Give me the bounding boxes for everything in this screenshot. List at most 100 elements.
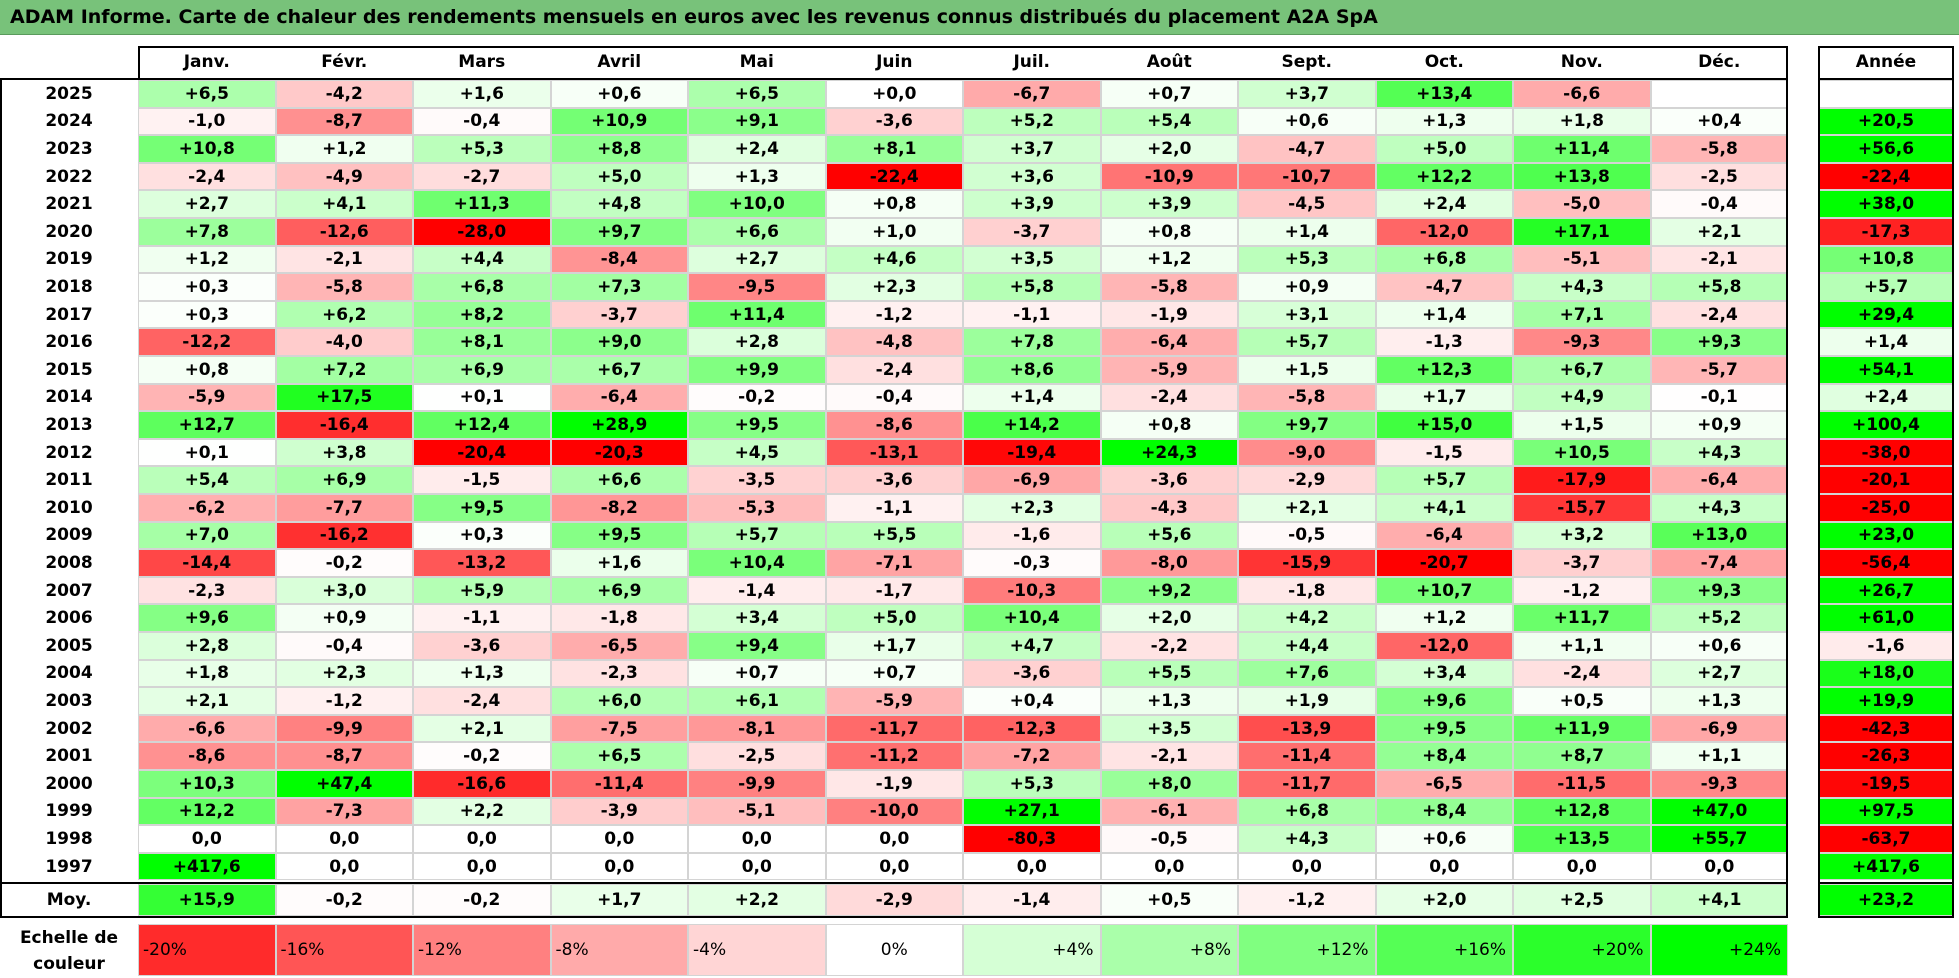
year-label: 2019	[45, 249, 93, 270]
heatmap-cell: +9,3	[1650, 328, 1788, 356]
heatmap-cell: +10,9	[550, 107, 688, 136]
heatmap-cell: +0,1	[138, 438, 276, 467]
heatmap-cell: -0,1	[1650, 383, 1788, 412]
heatmap-cell: +8,4	[1375, 742, 1513, 770]
color-scale-swatch: -8%	[550, 924, 688, 976]
heatmap-cell: +2,0	[1100, 604, 1238, 632]
heatmap-cell: -9,5	[688, 273, 826, 301]
annual-cell: -19,5	[1818, 770, 1954, 798]
annual-cell: +23,0	[1818, 521, 1954, 550]
color-scale-swatch: +12%	[1238, 924, 1376, 976]
average-annual-cell: +23,2	[1818, 884, 1954, 916]
annual-cell: +5,7	[1818, 273, 1954, 301]
heatmap-cell: +0,5	[1513, 687, 1651, 715]
heatmap-cell: +9,6	[1375, 687, 1513, 715]
heatmap-cell: +2,1	[1650, 218, 1788, 246]
heatmap-cell: -1,1	[413, 604, 551, 632]
heatmap-cell: +1,4	[963, 383, 1101, 412]
heatmap-cell: +5,3	[413, 135, 551, 163]
heatmap-cell: -4,5	[1238, 190, 1376, 218]
heatmap-cell: -5,9	[138, 383, 276, 412]
heatmap-cell: +7,2	[275, 356, 413, 384]
heatmap-cell: +4,4	[413, 245, 551, 274]
heatmap-cell: -1,7	[825, 576, 963, 605]
month-header: Août	[1146, 52, 1192, 72]
year-label: 2024	[45, 111, 93, 132]
heatmap-cell: +6,7	[1513, 356, 1651, 384]
heatmap-cell: +5,2	[1650, 604, 1788, 632]
heatmap-cell: +1,3	[688, 162, 826, 191]
heatmap-cell: +9,7	[1238, 411, 1376, 439]
heatmap-cell: +1,2	[138, 245, 276, 274]
annual-cell: -26,3	[1818, 742, 1954, 770]
heatmap-cell: -8,7	[275, 107, 413, 136]
heatmap-cell: +1,2	[275, 135, 413, 163]
heatmap-cell: -6,6	[138, 714, 276, 743]
heatmap-cell: -6,6	[1513, 80, 1651, 108]
heatmap-cell: 0,0	[1238, 852, 1376, 881]
heatmap-cell: -8,6	[825, 411, 963, 439]
heatmap-cell: +2,7	[1650, 659, 1788, 688]
heatmap-cell: 0,0	[138, 825, 276, 853]
heatmap-cell: -3,9	[550, 797, 688, 826]
heatmap-cell: +3,4	[688, 604, 826, 632]
month-header: Févr.	[321, 52, 368, 72]
heatmap-cell: +0,8	[825, 190, 963, 218]
heatmap-cell: -10,7	[1238, 162, 1376, 191]
annual-cell: +18,0	[1818, 659, 1954, 688]
year-label: 2010	[45, 497, 93, 518]
month-header: Mai	[739, 52, 774, 72]
heatmap-cell: -0,4	[825, 383, 963, 412]
heatmap-cell: +13,4	[1375, 80, 1513, 108]
heatmap-cell: -7,3	[275, 797, 413, 826]
heatmap-cell: -3,6	[825, 466, 963, 494]
year-label: 2014	[45, 387, 93, 408]
heatmap-cell: -6,4	[1650, 466, 1788, 494]
year-label: 2001	[45, 746, 93, 767]
heatmap-cell: -12,0	[1375, 632, 1513, 660]
heatmap-cell: -5,3	[688, 494, 826, 522]
annual-cell: -42,3	[1818, 714, 1954, 743]
heatmap-cell: -4,7	[1238, 135, 1376, 163]
heatmap-cell: +4,3	[1650, 494, 1788, 522]
heatmap-cell: -3,7	[1513, 549, 1651, 577]
heatmap-cell: -3,7	[550, 300, 688, 329]
heatmap-cell: +13,5	[1513, 825, 1651, 853]
heatmap-cell: +6,0	[550, 687, 688, 715]
heatmap-cell: +9,5	[1375, 714, 1513, 743]
annual-cell: +417,6	[1818, 852, 1954, 881]
heatmap-cell: -1,6	[963, 521, 1101, 550]
annual-cell: -56,4	[1818, 549, 1954, 577]
heatmap-cell: -2,2	[1100, 632, 1238, 660]
heatmap-cell: -0,2	[275, 549, 413, 577]
heatmap-cell: 0,0	[1650, 852, 1788, 881]
heatmap-cell: -2,3	[138, 576, 276, 605]
year-label: 2008	[45, 552, 93, 573]
month-header: Mars	[458, 52, 506, 72]
heatmap-cell: -1,9	[825, 770, 963, 798]
heatmap-cell: +4,5	[688, 438, 826, 467]
heatmap-cell: -6,5	[1375, 770, 1513, 798]
heatmap-cell: +2,7	[688, 245, 826, 274]
heatmap-cell: +0,9	[1650, 411, 1788, 439]
heatmap-cell: 0,0	[413, 852, 551, 881]
heatmap-cell: -1,8	[1238, 576, 1376, 605]
heatmap-cell: +5,8	[963, 273, 1101, 301]
year-label: 2011	[45, 470, 93, 491]
heatmap-cell: +7,8	[963, 328, 1101, 356]
heatmap-cell: +417,6	[138, 852, 276, 881]
heatmap-cell: -1,9	[1100, 300, 1238, 329]
heatmap-cell: -1,2	[1513, 576, 1651, 605]
year-label: 2023	[45, 138, 93, 159]
heatmap-cell: +8,6	[963, 356, 1101, 384]
heatmap-cell: -2,5	[1650, 162, 1788, 191]
heatmap-cell: -12,0	[1375, 218, 1513, 246]
heatmap-cell: +47,4	[275, 770, 413, 798]
heatmap-cell: 0,0	[825, 852, 963, 881]
year-column-header: Année	[1855, 52, 1917, 72]
heatmap-cell: -2,4	[413, 687, 551, 715]
heatmap-cell: +0,6	[1650, 632, 1788, 660]
month-header: Juil.	[1013, 52, 1051, 72]
heatmap-cell: +5,2	[963, 107, 1101, 136]
